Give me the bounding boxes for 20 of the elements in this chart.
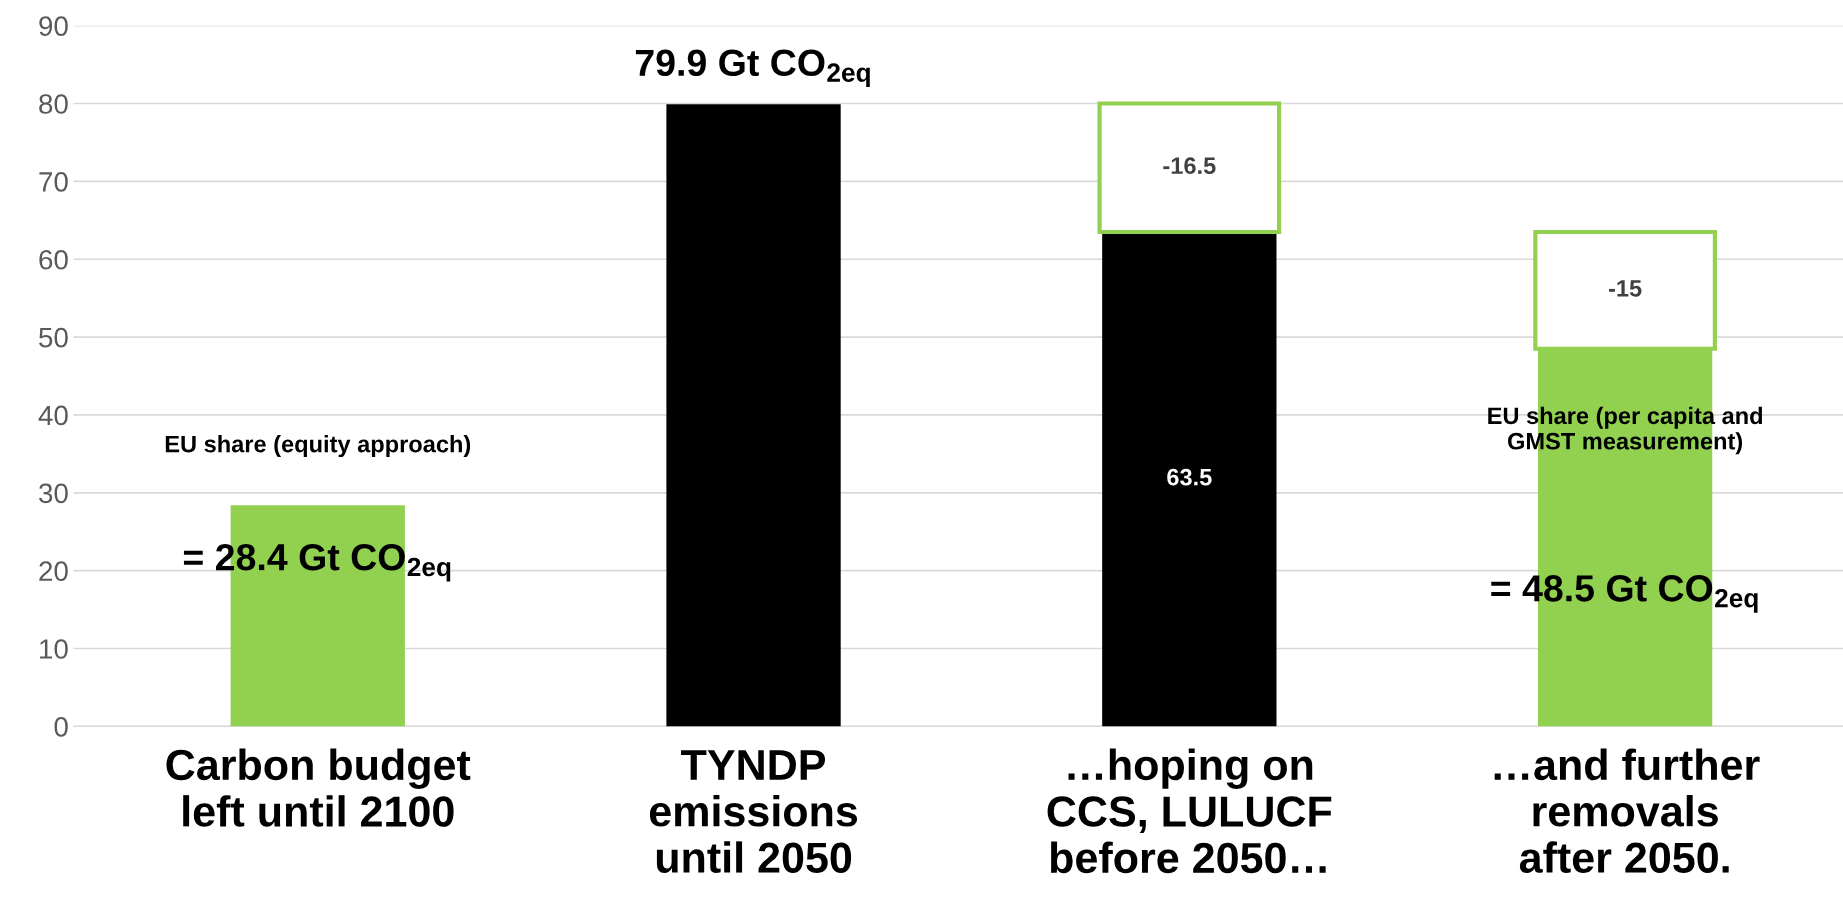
y-tick-label: 70 [39,172,68,192]
y-tick-label: 40 [38,405,68,426]
x-tick-label: …hoping on CCS, LULUCF before 2050… [1047,748,1332,874]
bar [666,104,841,727]
y-tick-label: 90 [39,16,68,36]
y-tick-label: 20 [39,561,68,582]
y-tick-label: 50 [39,327,68,348]
y-tick-label: 10 [40,639,68,659]
annotation: EU share (equity approach) [165,435,471,458]
x-tick-label: …and further removals after 2050. [1494,748,1760,873]
y-tick-label: 60 [39,249,68,270]
data-label: -15 [1608,280,1642,297]
data-label: 63.5 [1167,468,1212,486]
y-tick-label: 30 [39,483,68,504]
x-tick-label: Carbon budget left until 2100 [166,748,471,827]
annotation: 79.9 Gt CO$_{2eq}$ [635,49,870,88]
data-label: -16.5 [1163,157,1216,175]
y-tick-label: 80 [39,94,68,114]
y-tick-label: 0 [54,717,68,737]
x-tick-label: TYNDP emissions until 2050 [649,750,858,873]
